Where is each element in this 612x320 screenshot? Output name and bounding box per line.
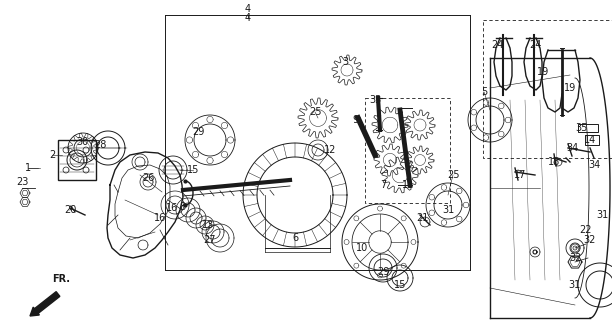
Text: 18: 18	[548, 157, 560, 167]
Text: 7: 7	[380, 180, 386, 190]
Text: 3: 3	[342, 57, 348, 67]
Text: 8: 8	[179, 202, 185, 212]
Text: 24: 24	[529, 40, 541, 50]
Text: 1: 1	[25, 163, 31, 173]
Text: 29: 29	[192, 127, 204, 137]
Text: 16: 16	[166, 203, 178, 213]
Text: 21: 21	[416, 213, 428, 223]
Text: 33: 33	[369, 95, 381, 105]
Bar	[483, 20, 612, 158]
Text: 10: 10	[356, 243, 368, 253]
Text: 19: 19	[537, 67, 549, 77]
Text: 25: 25	[447, 170, 459, 180]
Text: 5: 5	[481, 87, 487, 97]
Text: 31: 31	[568, 280, 580, 290]
Text: 12: 12	[324, 145, 336, 155]
Text: 15: 15	[394, 280, 406, 290]
Text: 23: 23	[16, 177, 28, 187]
Text: 4: 4	[245, 13, 251, 23]
Text: 27: 27	[204, 235, 216, 245]
Text: 35: 35	[576, 123, 588, 133]
Text: 19: 19	[564, 83, 576, 93]
Text: 22: 22	[580, 225, 592, 235]
Text: 32: 32	[569, 253, 581, 263]
Text: 28: 28	[94, 140, 106, 150]
Text: 26: 26	[142, 173, 154, 183]
Bar	[365, 98, 450, 203]
Text: 13: 13	[202, 220, 214, 230]
Text: 31: 31	[442, 205, 454, 215]
Text: 31: 31	[596, 210, 608, 220]
Bar	[58, 140, 96, 180]
Text: 25: 25	[308, 107, 321, 117]
Text: 16: 16	[154, 213, 166, 223]
Text: 20: 20	[64, 205, 76, 215]
Bar	[578, 124, 598, 132]
Text: 9: 9	[352, 115, 358, 125]
Text: 6: 6	[292, 233, 298, 243]
Text: 11: 11	[402, 180, 414, 190]
Text: 30: 30	[76, 137, 88, 147]
Bar	[585, 135, 599, 145]
Text: 24: 24	[491, 40, 503, 50]
Text: 15: 15	[187, 165, 199, 175]
Text: 17: 17	[514, 170, 526, 180]
Text: 34: 34	[566, 143, 578, 153]
Text: 32: 32	[584, 235, 596, 245]
Text: 34: 34	[588, 160, 600, 170]
Text: 14: 14	[584, 135, 596, 145]
FancyArrow shape	[30, 292, 60, 316]
Text: 2: 2	[49, 150, 55, 160]
Text: FR.: FR.	[52, 274, 70, 284]
Text: 4: 4	[245, 4, 251, 14]
Text: 29: 29	[377, 267, 389, 277]
